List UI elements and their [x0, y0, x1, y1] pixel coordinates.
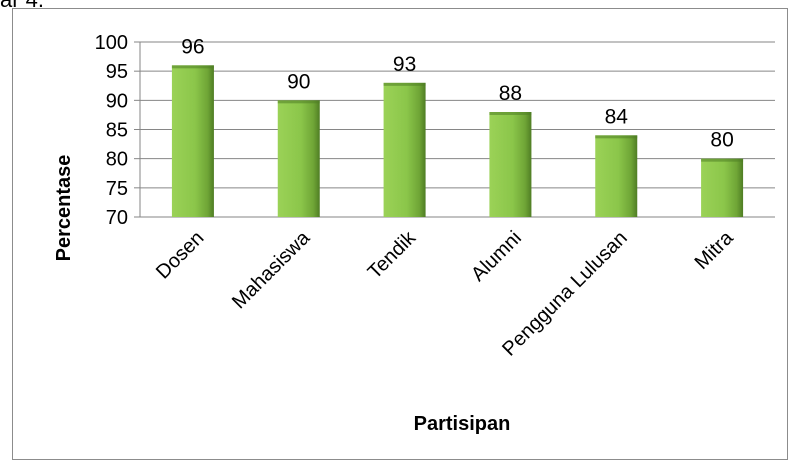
x-category-label: Tendik — [364, 226, 421, 283]
bar-top-edge — [383, 82, 426, 86]
bar-top-edge — [489, 112, 532, 115]
bar-top-edge — [277, 100, 320, 104]
bar-top-edge — [701, 158, 744, 162]
bar — [277, 100, 320, 217]
y-tick-label: 80 — [106, 149, 128, 171]
bar-top-edge — [171, 65, 214, 69]
y-axis-title: Percentase — [53, 155, 75, 262]
y-tick-label: 90 — [106, 90, 128, 112]
y-tick-label: 70 — [106, 207, 128, 229]
bar — [489, 112, 532, 217]
data-label: 80 — [710, 129, 733, 152]
data-label: 93 — [393, 53, 416, 76]
x-category-label: Alumni — [467, 227, 526, 286]
x-category-label: Mitra — [691, 226, 739, 274]
data-label: 84 — [605, 105, 629, 128]
chart-area — [12, 8, 788, 460]
gridlines — [134, 41, 775, 218]
data-label: 96 — [181, 35, 204, 58]
y-tick-label: 75 — [106, 178, 128, 200]
bar — [171, 65, 214, 217]
x-category-label: Dosen — [152, 227, 208, 283]
x-category-label: Mahasiswa — [228, 226, 315, 313]
y-tick-label: 100 — [95, 32, 128, 54]
bar-top-edge — [595, 135, 638, 139]
y-tick-label: 85 — [106, 120, 128, 142]
y-tick-labels: 70 75 80 85 90 95 100 — [95, 32, 128, 229]
bar — [701, 158, 744, 217]
bar — [383, 82, 426, 217]
bar — [595, 135, 638, 217]
x-axis-title: Partisipan — [414, 413, 511, 435]
data-label: 88 — [499, 82, 522, 105]
bars: 96 90 93 88 84 80 — [171, 35, 744, 217]
data-label: 90 — [287, 70, 310, 93]
y-tick-label: 95 — [106, 61, 128, 83]
